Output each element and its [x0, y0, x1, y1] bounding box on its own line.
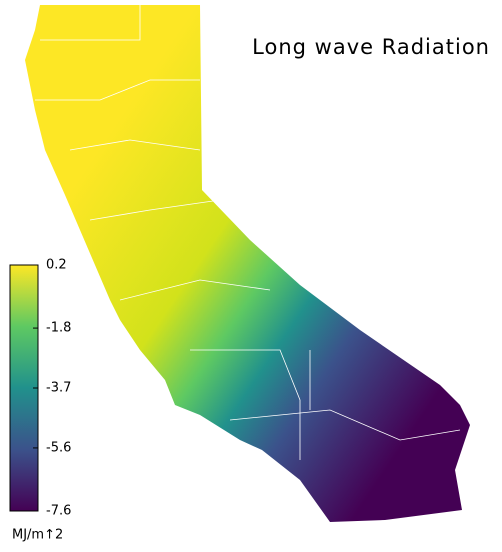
colorbar-tick-label: -7.6: [46, 504, 71, 519]
county-borders: [35, 5, 461, 460]
map-title: Long wave Radiation: [252, 35, 490, 59]
colorbar-tick-label: 0.2: [46, 258, 67, 273]
colorbar-tick-label: -1.8: [46, 321, 71, 336]
california-map: [25, 5, 470, 522]
colorbar-tick-label: -3.7: [46, 381, 71, 396]
colorbar-label: MJ/m↑2: [12, 528, 63, 543]
colorbar-tick-label: -5.6: [46, 440, 71, 455]
